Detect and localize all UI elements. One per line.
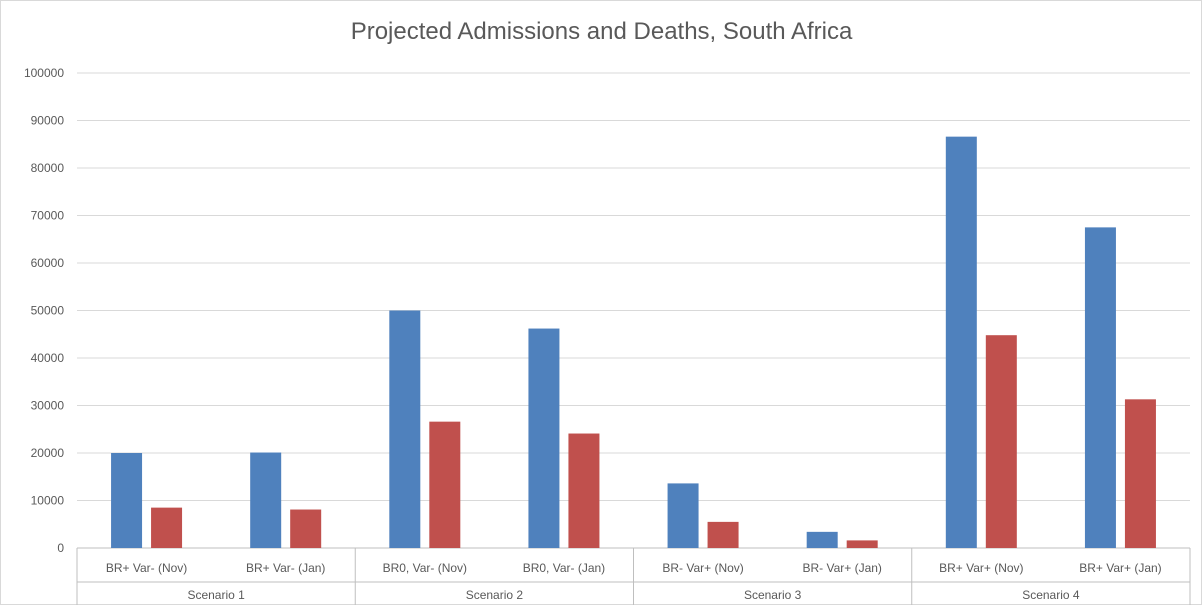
y-tick-label: 0 xyxy=(57,541,64,555)
x-category-label: BR+ Var- (Jan) xyxy=(246,561,325,575)
y-tick-label: 30000 xyxy=(31,399,65,413)
bar-series-2-3 xyxy=(429,421,461,548)
y-tick-label: 70000 xyxy=(31,209,65,223)
y-tick-label: 50000 xyxy=(31,304,65,318)
bar-series-1-5 xyxy=(667,483,699,548)
bar-series-2-8 xyxy=(1124,399,1156,548)
x-category-label: BR0, Var- (Jan) xyxy=(523,561,605,575)
x-category-label: BR0, Var- (Nov) xyxy=(383,561,467,575)
x-category-label: BR+ Var+ (Jan) xyxy=(1079,561,1161,575)
bar-series-1-1 xyxy=(111,453,143,548)
bar-series-1-3 xyxy=(389,310,421,548)
x-category-label: BR- Var+ (Nov) xyxy=(662,561,743,575)
bar-series-1-4 xyxy=(528,328,560,548)
bar-series-2-4 xyxy=(568,433,600,548)
bar-series-2-5 xyxy=(707,521,739,548)
bar-series-2-6 xyxy=(846,540,878,548)
chart-title: Projected Admissions and Deaths, South A… xyxy=(350,18,853,45)
x-group-label: Scenario 4 xyxy=(1022,588,1080,602)
x-group-label: Scenario 2 xyxy=(466,588,524,602)
bar-series-2-7 xyxy=(985,335,1017,548)
x-group-label: Scenario 1 xyxy=(187,588,245,602)
y-tick-label: 20000 xyxy=(31,446,65,460)
y-tick-label: 100000 xyxy=(24,66,64,80)
x-category-label: BR- Var+ (Jan) xyxy=(802,561,881,575)
bar-series-2-1 xyxy=(151,507,183,548)
x-category-label: BR+ Var- (Nov) xyxy=(106,561,187,575)
bar-series-1-8 xyxy=(1084,227,1116,548)
y-tick-label: 60000 xyxy=(31,256,65,270)
x-group-label: Scenario 3 xyxy=(744,588,802,602)
y-tick-label: 10000 xyxy=(31,494,65,508)
bar-series-1-6 xyxy=(806,531,838,548)
x-category-label: BR+ Var+ (Nov) xyxy=(939,561,1023,575)
y-tick-label: 90000 xyxy=(31,114,65,128)
bar-series-1-2 xyxy=(250,452,282,548)
y-tick-label: 40000 xyxy=(31,351,65,365)
bar-series-1-7 xyxy=(945,136,977,548)
y-tick-label: 80000 xyxy=(31,161,65,175)
bar-series-2-2 xyxy=(290,509,322,548)
